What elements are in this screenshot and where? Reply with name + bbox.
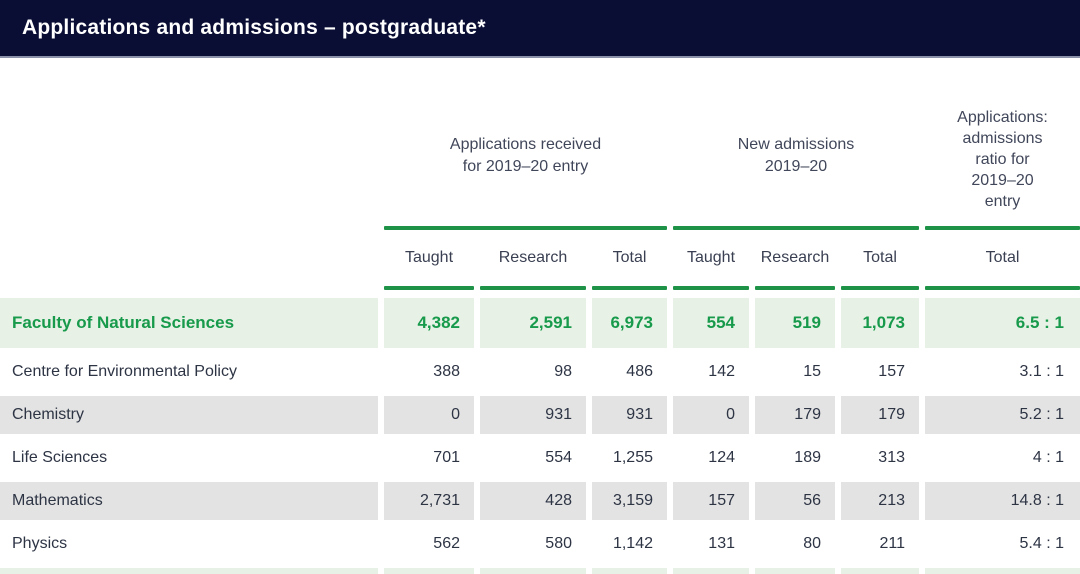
cell-ratio: 14.8 : 1 [925, 482, 1080, 520]
partial-cell [755, 568, 835, 574]
group-header-applications-received: Applications received for 2019–20 entry [449, 136, 602, 175]
cell-apps-research: 2,591 [480, 298, 586, 348]
cell-adm-total: 313 [841, 439, 919, 477]
row-label: Mathematics [0, 482, 378, 520]
cell-adm-total: 1,073 [841, 298, 919, 348]
group-header-applications-admissions-ratio: Applications: admissions ratio for 2019–… [957, 109, 1048, 210]
partial-cell [925, 568, 1080, 574]
cell-apps-research: 580 [480, 525, 586, 563]
row-label: Faculty of Natural Sciences [0, 298, 378, 348]
cell-adm-total: 157 [841, 353, 919, 391]
partial-cell [480, 568, 586, 574]
column-header-apps-total: Total [612, 249, 647, 266]
partial-cell [673, 568, 749, 574]
cell-apps-research: 98 [480, 353, 586, 391]
cell-apps-total: 1,142 [592, 525, 667, 563]
subheader-underline-row [0, 286, 1080, 290]
partial-cell [384, 568, 474, 574]
cell-apps-taught: 701 [384, 439, 474, 477]
underline-adm-taught [673, 286, 749, 290]
table-row-partial-next [0, 568, 1080, 574]
page-title: Applications and admissions – postgradua… [22, 16, 486, 39]
underline-apps-total [592, 286, 667, 290]
underline-ratio-group [925, 226, 1080, 230]
row-label: Chemistry [0, 396, 378, 434]
column-header-adm-total: Total [863, 249, 897, 266]
cell-adm-research: 56 [755, 482, 835, 520]
cell-apps-taught: 4,382 [384, 298, 474, 348]
cell-adm-total: 179 [841, 396, 919, 434]
cell-apps-total: 3,159 [592, 482, 667, 520]
table-row-centre-for-environmental-policy: Centre for Environmental Policy 388 98 4… [0, 353, 1080, 391]
cell-adm-taught: 157 [673, 482, 749, 520]
cell-adm-research: 80 [755, 525, 835, 563]
column-header-ratio-total: Total [985, 249, 1020, 266]
group-underline-row [0, 226, 1080, 230]
cell-ratio: 5.4 : 1 [925, 525, 1080, 563]
cell-apps-total: 486 [592, 353, 667, 391]
cell-ratio: 3.1 : 1 [925, 353, 1080, 391]
partial-cell [592, 568, 667, 574]
column-header-adm-research: Research [760, 249, 830, 266]
row-label: Life Sciences [0, 439, 378, 477]
table-row-mathematics: Mathematics 2,731 428 3,159 157 56 213 1… [0, 482, 1080, 520]
cell-apps-taught: 0 [384, 396, 474, 434]
cell-apps-taught: 388 [384, 353, 474, 391]
row-label: Physics [0, 525, 378, 563]
group-header-new-admissions: New admissions 2019–20 [737, 136, 855, 175]
cell-apps-research: 554 [480, 439, 586, 477]
cell-apps-total: 931 [592, 396, 667, 434]
cell-ratio: 4 : 1 [925, 439, 1080, 477]
cell-adm-total: 213 [841, 482, 919, 520]
table-row-physics: Physics 562 580 1,142 131 80 211 5.4 : 1 [0, 525, 1080, 563]
cell-apps-research: 428 [480, 482, 586, 520]
partial-cell [841, 568, 919, 574]
cell-apps-taught: 2,731 [384, 482, 474, 520]
partial-cell [0, 568, 378, 574]
underline-adm-total [841, 286, 919, 290]
cell-adm-taught: 124 [673, 439, 749, 477]
table-row-life-sciences: Life Sciences 701 554 1,255 124 189 313 … [0, 439, 1080, 477]
cell-ratio: 6.5 : 1 [925, 298, 1080, 348]
column-header-adm-taught: Taught [686, 249, 736, 266]
cell-apps-taught: 562 [384, 525, 474, 563]
column-header-apps-research: Research [498, 249, 568, 266]
cell-ratio: 5.2 : 1 [925, 396, 1080, 434]
cell-apps-total: 1,255 [592, 439, 667, 477]
cell-adm-taught: 554 [673, 298, 749, 348]
cell-adm-research: 189 [755, 439, 835, 477]
title-bar: Applications and admissions – postgradua… [0, 0, 1080, 58]
row-label: Centre for Environmental Policy [0, 353, 378, 391]
column-header-apps-taught: Taught [404, 249, 454, 266]
underline-admissions-group [673, 226, 919, 230]
cell-apps-total: 6,973 [592, 298, 667, 348]
table-group-header-row: Applications received for 2019–20 entry … [0, 58, 1080, 226]
table-row-chemistry: Chemistry 0 931 931 0 179 179 5.2 : 1 [0, 396, 1080, 434]
underline-ratio-total [925, 286, 1080, 290]
cell-adm-taught: 142 [673, 353, 749, 391]
header-body-gap [0, 290, 1080, 298]
underline-applications-group [384, 226, 667, 230]
cell-adm-research: 179 [755, 396, 835, 434]
underline-adm-research [755, 286, 835, 290]
table-row-faculty-of-natural-sciences: Faculty of Natural Sciences 4,382 2,591 … [0, 298, 1080, 348]
cell-adm-research: 519 [755, 298, 835, 348]
cell-adm-taught: 131 [673, 525, 749, 563]
cell-adm-research: 15 [755, 353, 835, 391]
cell-apps-research: 931 [480, 396, 586, 434]
underline-apps-taught [384, 286, 474, 290]
cell-adm-taught: 0 [673, 396, 749, 434]
underline-apps-research [480, 286, 586, 290]
table-subheader-row: Taught Research Total Taught Research To… [0, 230, 1080, 286]
cell-adm-total: 211 [841, 525, 919, 563]
